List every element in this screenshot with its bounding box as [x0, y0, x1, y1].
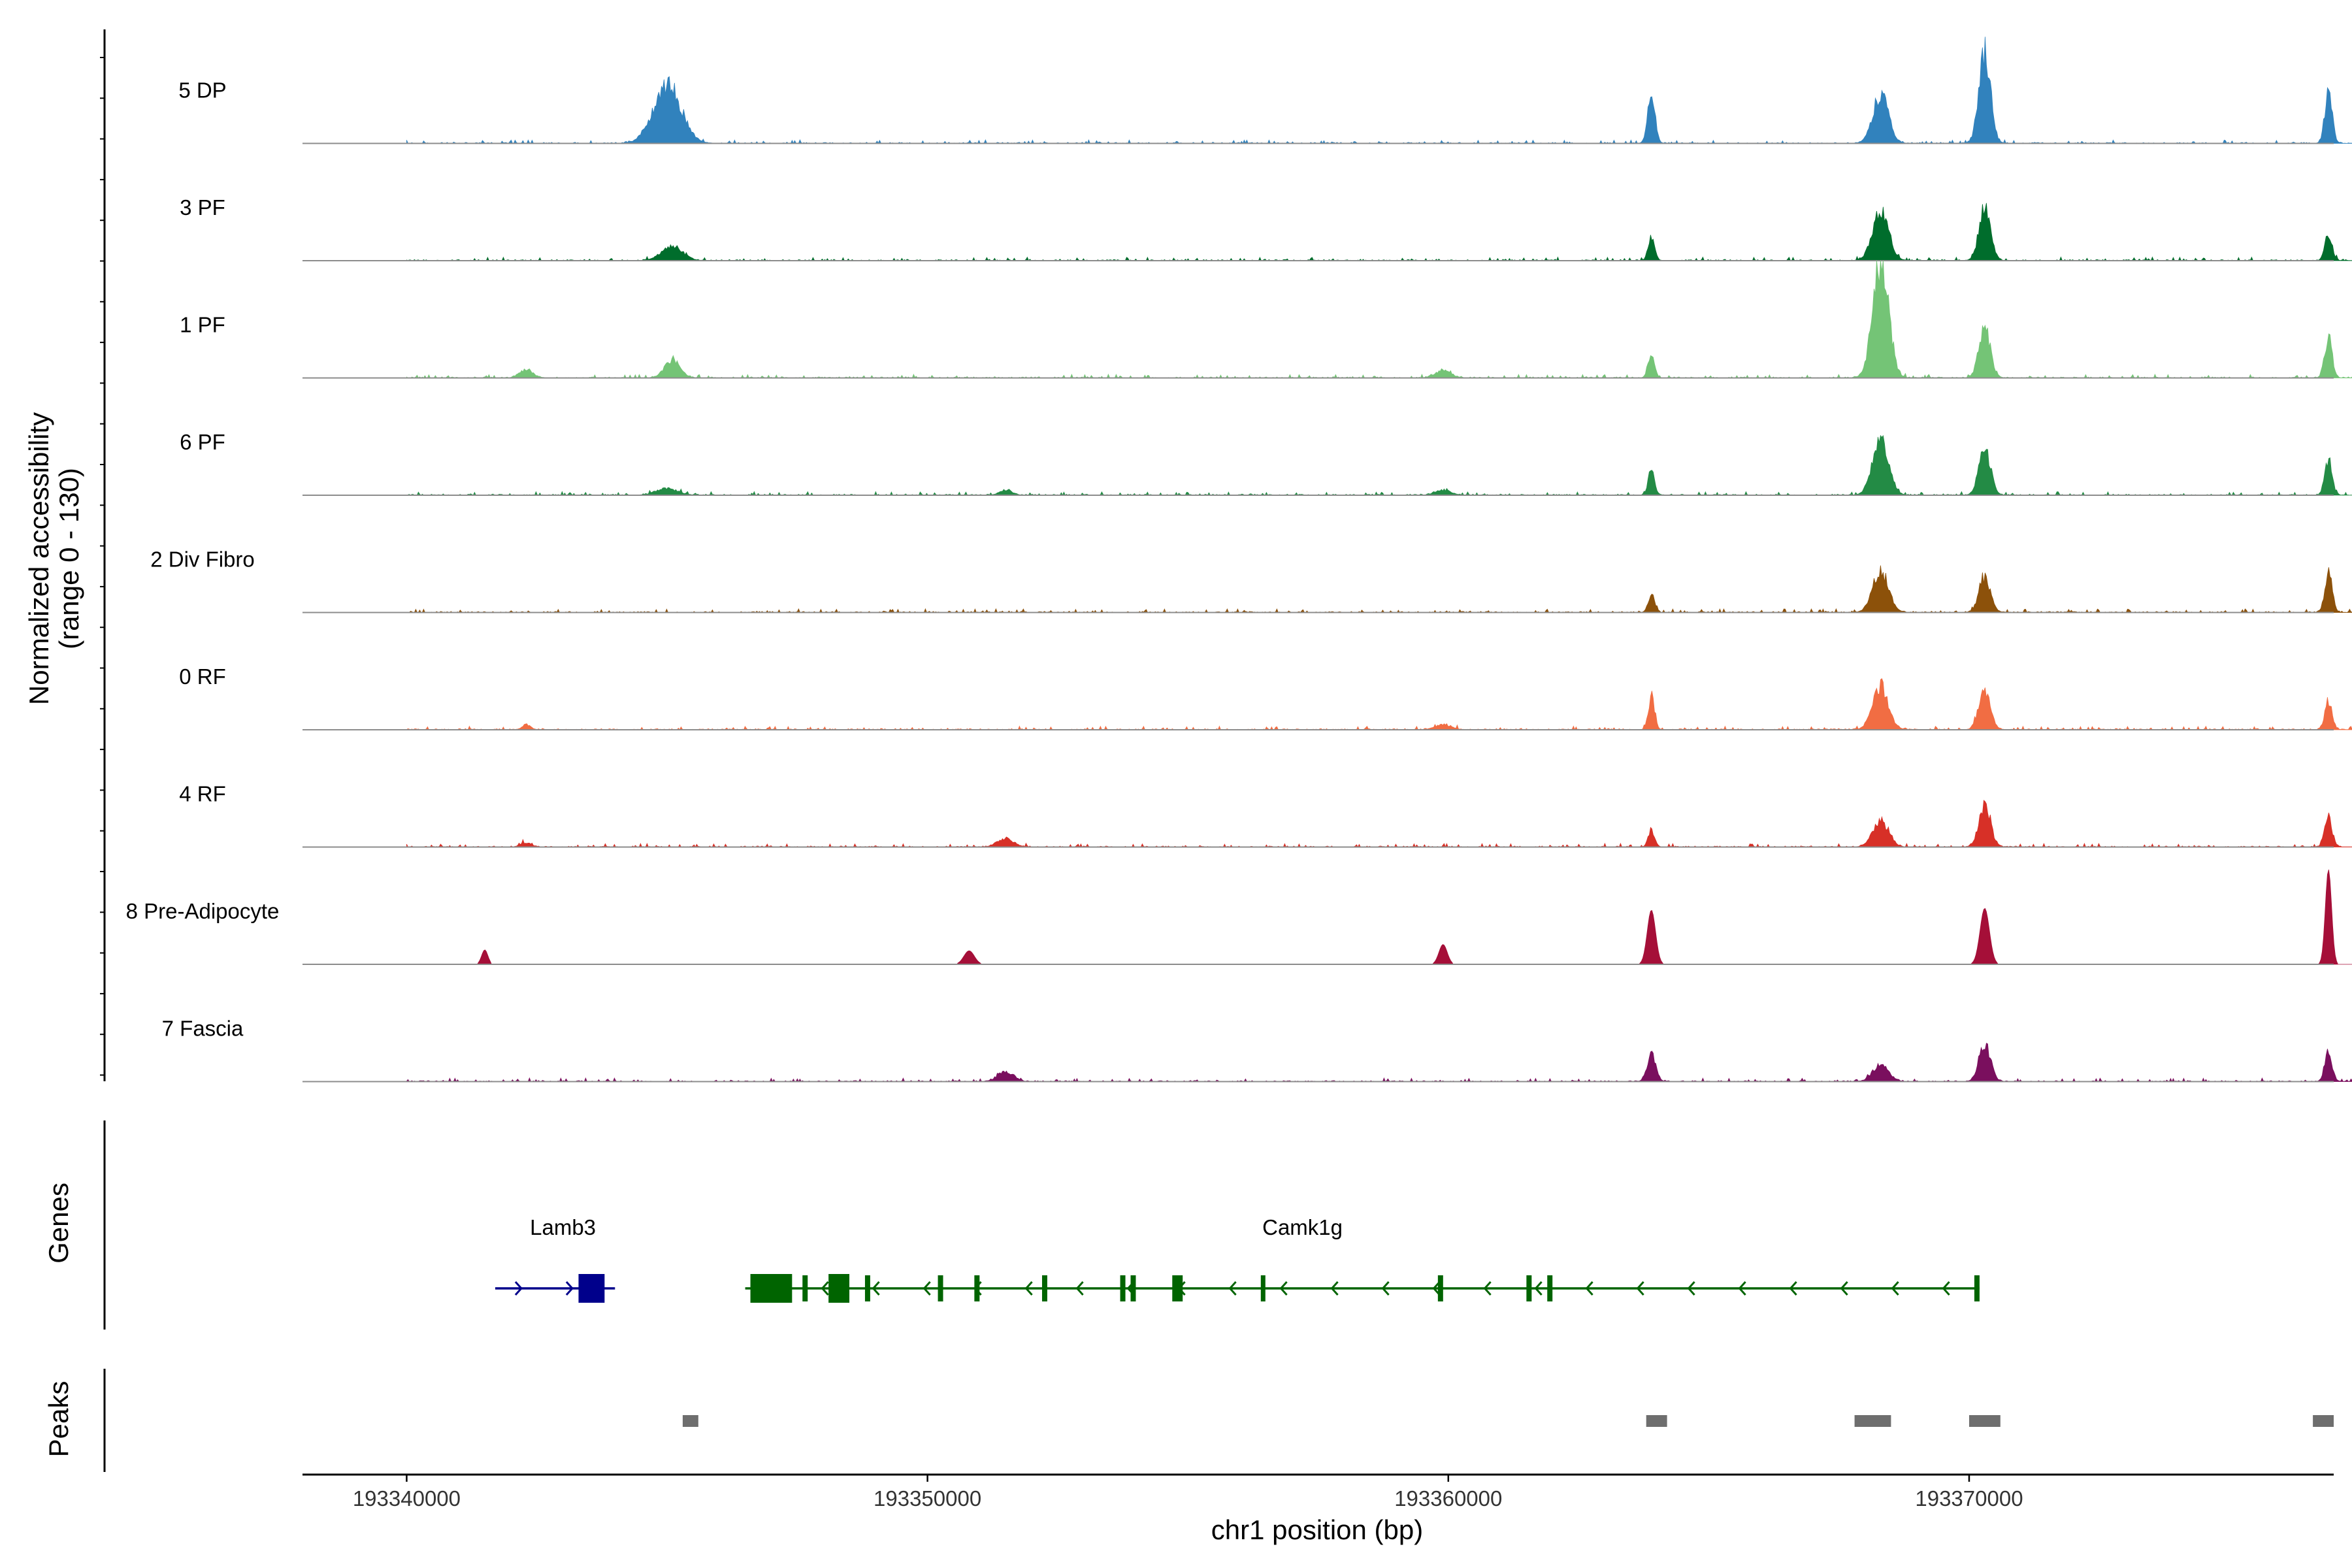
track-label: 2 Div Fibro: [150, 547, 255, 572]
peak-region: [2313, 1415, 2334, 1427]
strand-arrow: [1636, 1281, 1644, 1296]
strand-arrow: [1687, 1281, 1695, 1296]
y-axis-title-line2: (range 0 - 130): [54, 468, 84, 649]
gene-exon: [974, 1275, 980, 1301]
track-label: 6 PF: [180, 430, 225, 454]
track-label: 0 RF: [179, 664, 226, 689]
coverage-track: 0 RF: [179, 664, 2352, 730]
strand-arrow: [1483, 1281, 1492, 1296]
coverage-area: [406, 37, 2352, 144]
peaks-panel-title: Peaks: [43, 1381, 74, 1458]
track-label: 3 PF: [180, 195, 225, 220]
gene-exon: [1041, 1275, 1047, 1301]
gene-exon: [864, 1275, 870, 1301]
peak-region: [1646, 1415, 1667, 1427]
x-tick-label: 193370000: [1915, 1486, 2023, 1511]
strand-arrow: [1585, 1281, 1593, 1296]
track-label: 8 Pre-Adipocyte: [126, 899, 280, 923]
gene-exon: [750, 1274, 792, 1303]
track-label: 7 Fascia: [162, 1017, 244, 1041]
gene-exon: [1130, 1275, 1136, 1301]
coverage-area: [406, 203, 2352, 261]
gene-exon: [938, 1275, 943, 1301]
coverage-track: 7 Fascia: [162, 1017, 2352, 1083]
peaks-panel: [103, 1369, 2334, 1472]
gene-exon: [1547, 1275, 1553, 1301]
coverage-area: [406, 678, 2352, 730]
strand-arrow: [565, 1281, 574, 1296]
strand-arrow: [1789, 1281, 1797, 1296]
strand-arrow: [1075, 1281, 1084, 1296]
y-axis-title-line1: Normalized accessibility: [24, 412, 54, 705]
gene-exon: [1260, 1275, 1266, 1301]
gene-exon: [1437, 1275, 1443, 1301]
coverage-area: [406, 260, 2352, 379]
gene-exon: [1172, 1275, 1183, 1301]
coverage-track: 4 RF: [179, 782, 2352, 848]
gene-exon: [802, 1275, 808, 1301]
gene-name-label: Lamb3: [530, 1215, 596, 1239]
strand-arrow: [1891, 1281, 1899, 1296]
x-tick-label: 193340000: [353, 1486, 461, 1511]
coverage-track: 5 DP: [178, 37, 2352, 144]
coverage-panel: 5 DP 3 PF 1 PF 6 PF 2 Div Fibro 0 RF 4 RF 8 Pre…: [100, 29, 2352, 1083]
coverage-area: [406, 800, 2352, 848]
track-label: 5 DP: [178, 78, 226, 103]
genes-panel: Lamb3 Camk1g: [103, 1120, 1980, 1330]
coverage-track: 2 Div Fibro: [150, 547, 2352, 613]
coverage-track: 6 PF: [180, 430, 2352, 496]
gene-model: Lamb3: [495, 1215, 615, 1303]
strand-arrow: [1279, 1281, 1288, 1296]
genes-panel-title: Genes: [43, 1183, 74, 1264]
coverage-area: [406, 869, 2352, 965]
gene-exon: [828, 1274, 850, 1303]
track-label: 1 PF: [180, 313, 225, 337]
coverage-area: [406, 565, 2352, 613]
strand-arrow: [923, 1281, 931, 1296]
strand-arrow: [514, 1281, 523, 1296]
track-label: 4 RF: [179, 782, 226, 806]
peak-region: [682, 1415, 698, 1427]
coverage-area: [406, 434, 2352, 496]
peak-region: [1968, 1415, 2001, 1427]
strand-arrow: [821, 1281, 829, 1296]
strand-arrow: [1024, 1281, 1033, 1296]
strand-arrow: [1840, 1281, 1848, 1296]
strand-arrow: [1942, 1281, 1950, 1296]
strand-arrow: [1228, 1281, 1237, 1296]
gene-exon: [1974, 1275, 1980, 1301]
peak-region: [1854, 1415, 1891, 1427]
gene-exon: [578, 1274, 605, 1303]
x-axis-title: chr1 position (bp): [1211, 1514, 1424, 1545]
coverage-track: 3 PF: [180, 195, 2352, 261]
gene-name-label: Camk1g: [1262, 1215, 1343, 1239]
coverage-track: 1 PF: [180, 260, 2352, 379]
gene-model: Camk1g: [745, 1215, 1980, 1303]
coverage-area: [406, 1043, 2352, 1083]
strand-arrow: [1534, 1281, 1543, 1296]
strand-arrow: [1381, 1281, 1390, 1296]
strand-arrow: [1330, 1281, 1339, 1296]
coverage-track: 8 Pre-Adipocyte: [126, 869, 2352, 965]
x-axis: 193340000 193350000 193360000 193370000: [302, 1473, 2334, 1511]
x-tick-label: 193350000: [874, 1486, 981, 1511]
strand-arrow: [1738, 1281, 1746, 1296]
gene-exon: [1526, 1275, 1532, 1301]
gene-exon: [1120, 1275, 1126, 1301]
strand-arrow: [872, 1281, 880, 1296]
x-tick-label: 193360000: [1394, 1486, 1502, 1511]
strand-arrow: [1432, 1281, 1441, 1296]
